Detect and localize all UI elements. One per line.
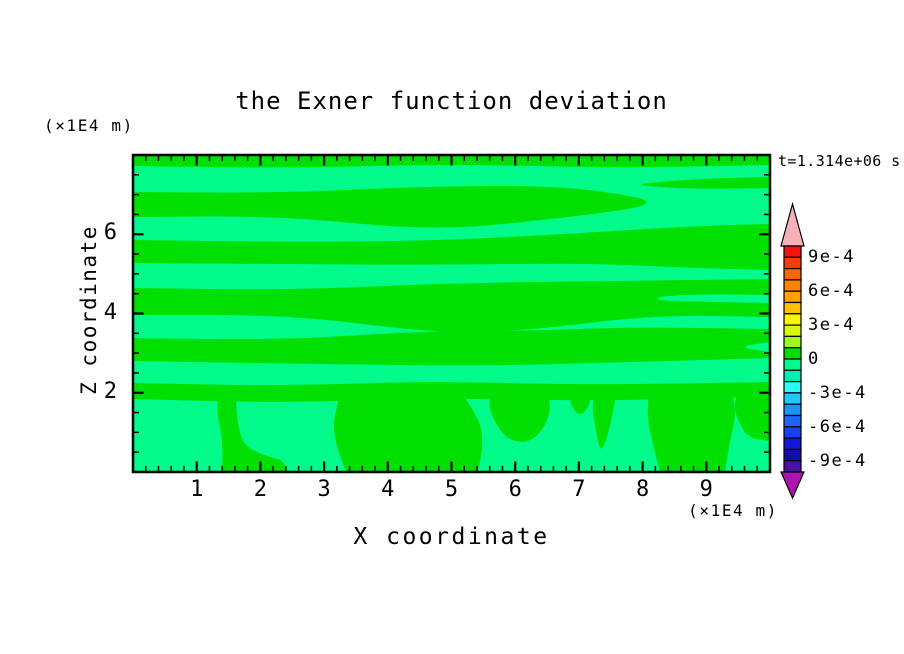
colorbar-tick-label: 6e-4 [808, 281, 855, 302]
colorbar-segment [783, 301, 802, 315]
colorbar-segment [783, 358, 802, 371]
green-contour-blob [734, 395, 770, 441]
colorbar-segment [783, 448, 802, 462]
colorbar-segment [783, 290, 802, 304]
green-contour-blob [489, 395, 550, 442]
colorbar-segment [783, 460, 802, 473]
colorbar-segment [783, 335, 802, 349]
x-tick-label: 6 [508, 477, 522, 502]
page-title: the Exner function deviation [235, 87, 668, 115]
colorbar-segment [783, 279, 802, 292]
spring-contour-sliver [745, 342, 770, 352]
colorbar-tick-label: -9e-4 [808, 450, 867, 471]
colorbar-tick-label: 9e-4 [808, 247, 855, 268]
colorbar-segment [783, 324, 802, 337]
green-contour-blob [647, 395, 735, 472]
time-annotation: t=1.314e+06 s [778, 152, 901, 170]
x-tick-label: 9 [699, 477, 713, 502]
green-contour-band [133, 327, 770, 366]
x-tick-label: 2 [253, 477, 268, 502]
spring-contour-sliver [658, 294, 770, 303]
x-tick-label: 7 [572, 477, 586, 502]
green-contour-band [133, 279, 770, 333]
contour-plot [131, 153, 772, 474]
green-contour-blob [217, 398, 285, 472]
green-contour-band [133, 186, 647, 228]
axis-ticks [134, 156, 769, 471]
green-contour-blob [333, 395, 483, 472]
colorbar-segment [783, 426, 802, 439]
colorbar-segment [783, 369, 802, 383]
colorbar-segment [783, 403, 802, 417]
colorbar-segment [783, 381, 802, 394]
x-tick-label: 4 [381, 477, 395, 502]
colorbar-tick-label: 3e-4 [808, 315, 855, 336]
colorbar-segment [783, 245, 802, 258]
x-axis-unit-label: (×1E4 m) [688, 501, 778, 520]
colorbar-tick-label: -6e-4 [808, 416, 867, 437]
plot-frame [131, 153, 772, 474]
colorbar-tick-label: -3e-4 [808, 382, 867, 403]
x-axis-title: X coordinate [353, 524, 550, 550]
x-tick-label: 8 [635, 477, 650, 502]
colorbar-segment [783, 256, 802, 270]
y-axis-unit-label: (×1E4 m) [44, 116, 134, 135]
y-tick-label: 4 [103, 299, 117, 325]
colorbar-tick-label: 0 [808, 349, 820, 369]
colorbar-over-arrow [780, 201, 805, 247]
contour-field [133, 155, 770, 472]
y-tick-label: 6 [103, 220, 117, 246]
green-contour-blob [569, 395, 591, 414]
x-tick-label: 1 [190, 477, 204, 502]
colorbar-segment [783, 267, 802, 281]
green-contour-band [641, 177, 770, 189]
x-tick-label: 3 [317, 477, 331, 502]
green-contour-band [133, 224, 770, 270]
colorbar-segment [783, 414, 802, 428]
green-contour-blob [592, 395, 616, 449]
y-tick-label: 2 [103, 378, 117, 404]
colorbar-under-arrow [780, 471, 805, 500]
colorbar-segment [783, 313, 802, 326]
colorbar-segment [783, 392, 802, 405]
colorbar-segment [783, 437, 802, 451]
colorbar [780, 201, 805, 500]
x-tick-label: 5 [444, 477, 459, 502]
colorbar-segment [783, 347, 802, 360]
